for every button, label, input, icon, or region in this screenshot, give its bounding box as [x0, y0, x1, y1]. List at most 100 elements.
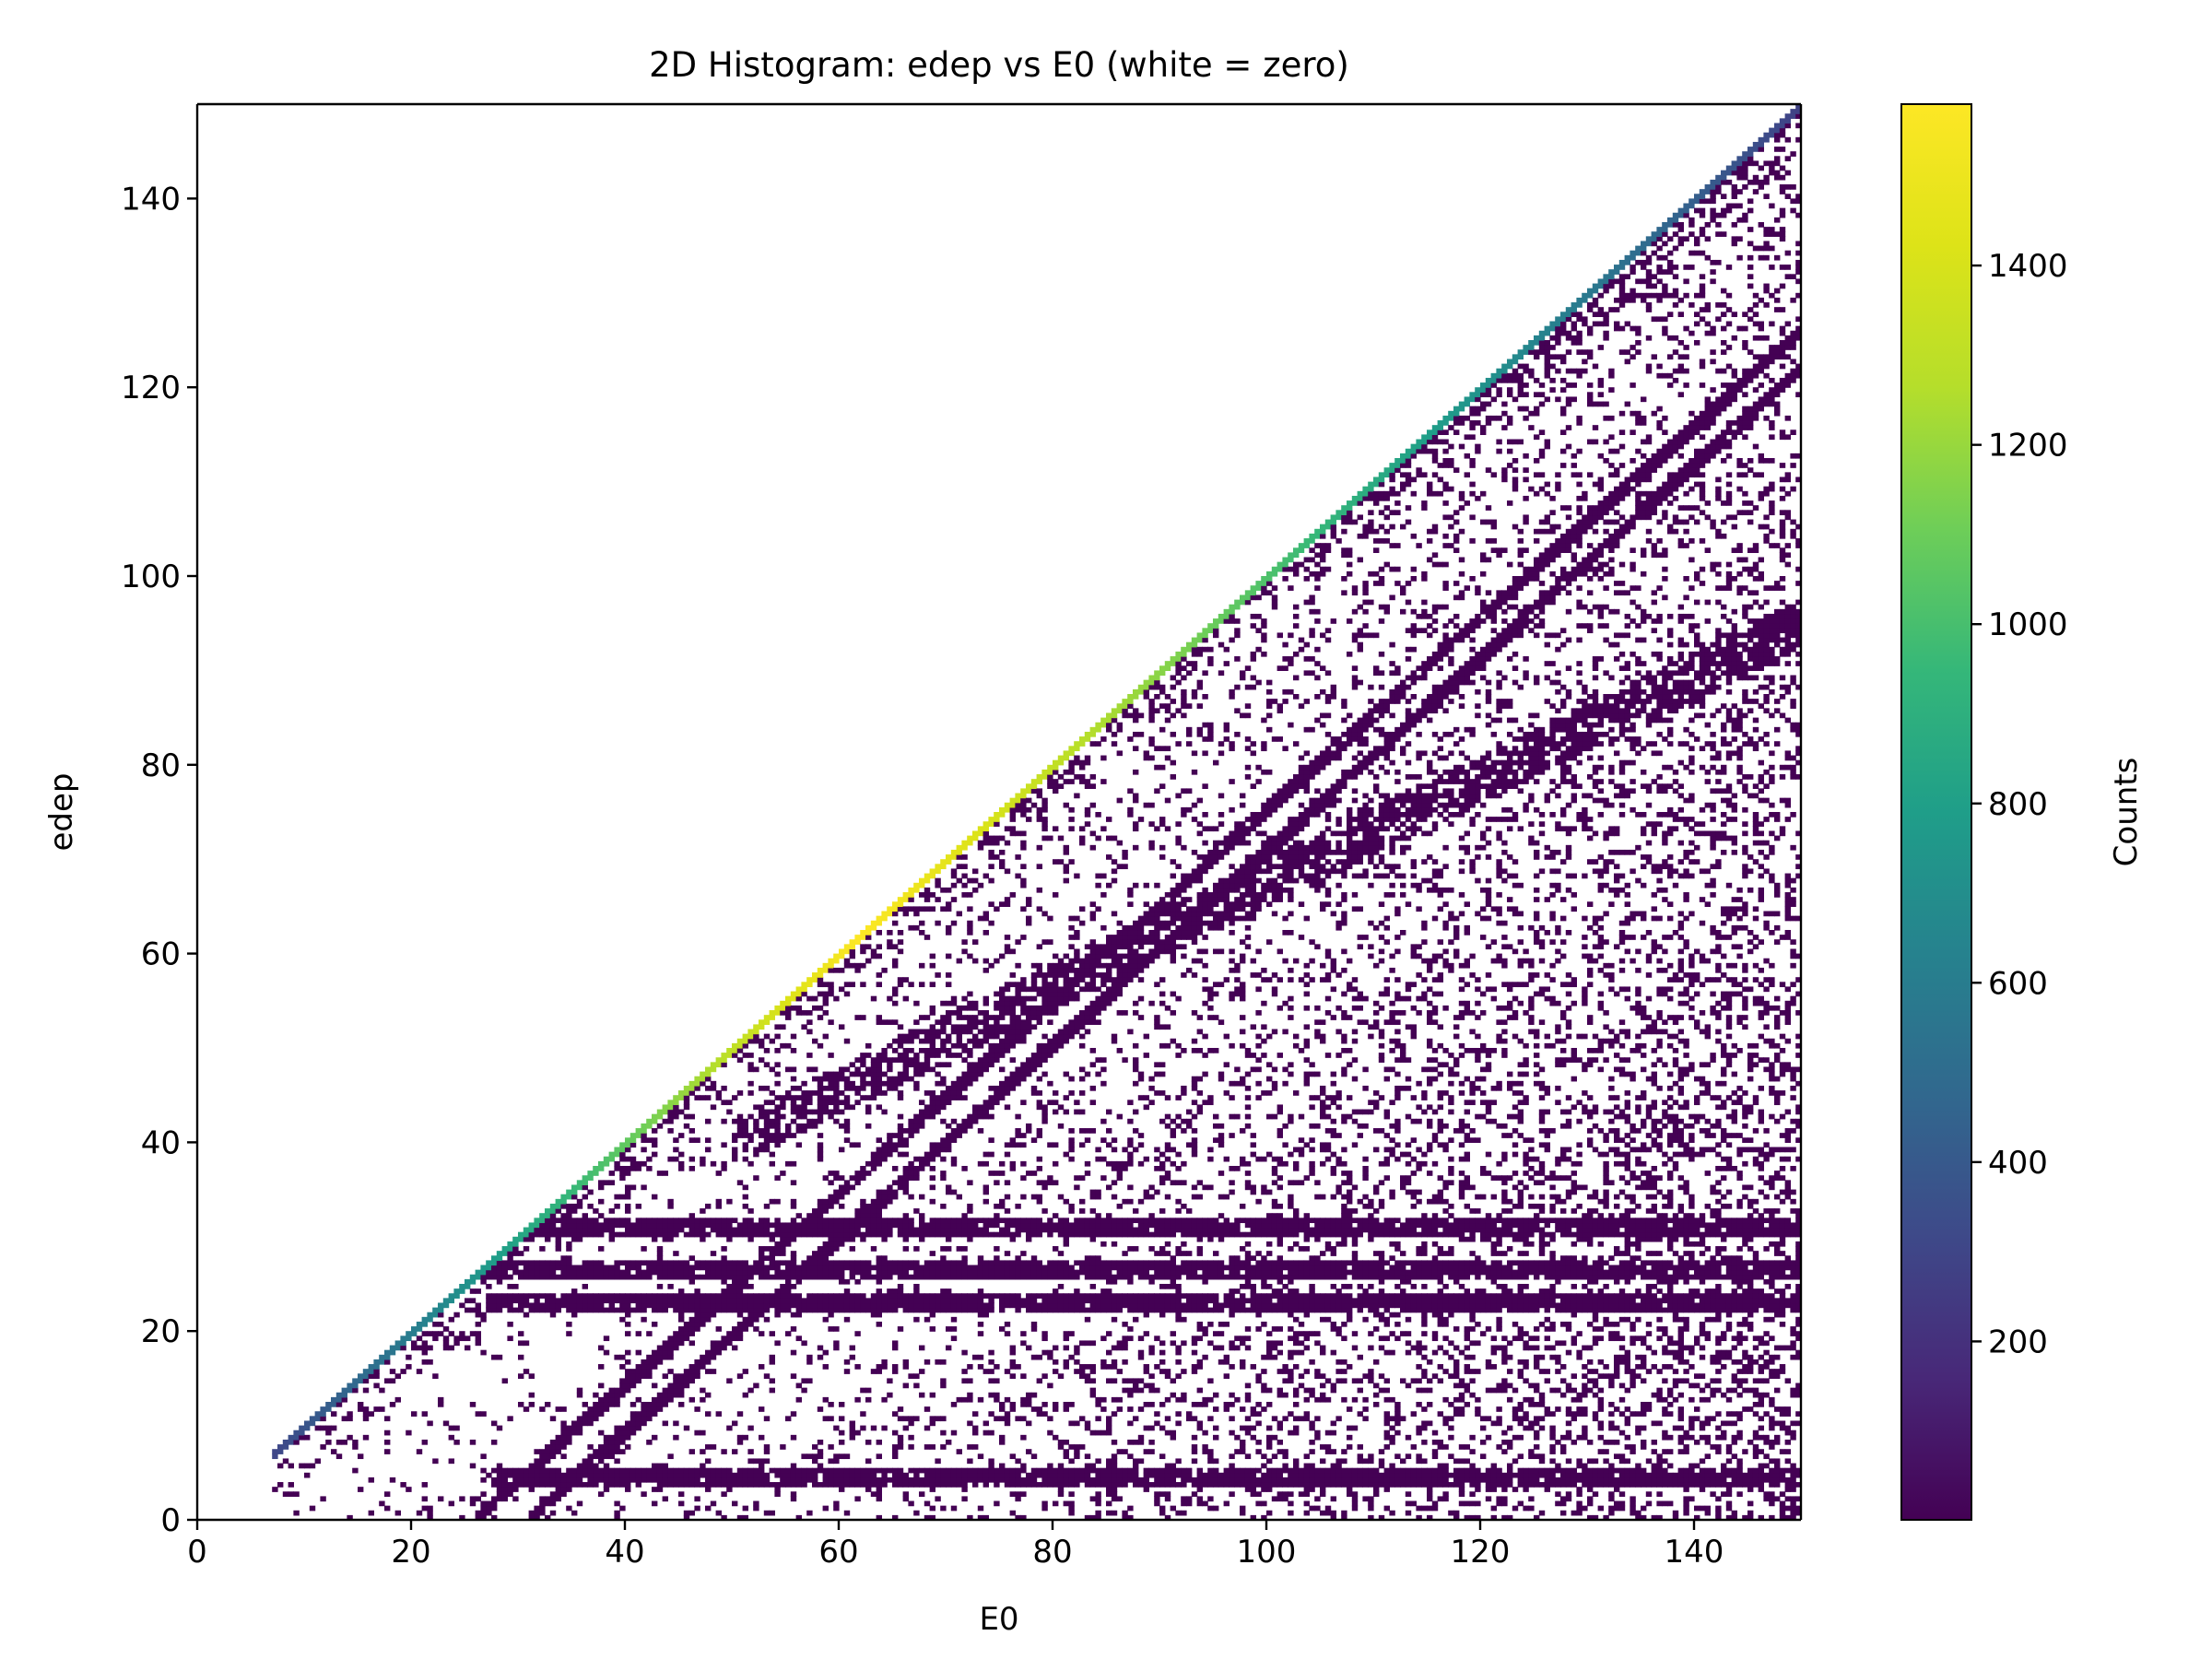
heatmap-cell: [849, 1293, 855, 1299]
heatmap-cell: [994, 1269, 1000, 1276]
heatmap-cell: [1074, 873, 1080, 879]
heatmap-cell: [523, 1298, 530, 1304]
heatmap-cell: [833, 1260, 840, 1266]
heatmap-cell: [881, 1147, 888, 1153]
heatmap-cell: [539, 1472, 546, 1478]
heatmap-cell: [1116, 1307, 1123, 1313]
heatmap-cell: [822, 1269, 829, 1276]
heatmap-cell: [946, 906, 952, 912]
heatmap-cell: [726, 1109, 733, 1115]
heatmap-cell: [1047, 1005, 1053, 1011]
heatmap-cell: [1063, 972, 1069, 978]
heatmap-cell: [1068, 944, 1075, 950]
heatmap-cell: [1095, 986, 1101, 993]
heatmap-cell: [774, 1269, 781, 1276]
heatmap-cell: [854, 1430, 861, 1436]
heatmap-cell: [1026, 1066, 1032, 1073]
heatmap-cell: [1020, 1062, 1027, 1068]
heatmap-cell: [881, 1302, 888, 1309]
heatmap-cell: [913, 1113, 920, 1120]
heatmap-cell: [876, 1090, 882, 1096]
heatmap-cell: [865, 1208, 872, 1214]
heatmap-cell: [994, 1255, 1000, 1261]
heatmap-cell: [961, 1269, 968, 1276]
heatmap-cell: [1106, 1222, 1112, 1229]
heatmap-cell: [1100, 1175, 1107, 1181]
heatmap-cell: [688, 1080, 695, 1087]
heatmap-cell: [1004, 1222, 1011, 1229]
heatmap-cell: [950, 1095, 958, 1100]
heatmap-cell: [625, 1482, 631, 1488]
heatmap-cell: [1020, 935, 1027, 940]
heatmap-cell: [635, 1373, 641, 1379]
heatmap-cell: [908, 1048, 914, 1053]
heatmap-cell: [379, 1406, 385, 1412]
heatmap-cell: [518, 1373, 524, 1379]
heatmap-cell: [780, 1000, 786, 1006]
heatmap-cell: [1026, 1057, 1032, 1063]
heatmap-cell: [667, 1354, 674, 1360]
heatmap-cell: [1089, 1128, 1096, 1134]
heatmap-cell: [881, 1274, 888, 1280]
heatmap-cell: [812, 1123, 818, 1129]
heatmap-cell: [774, 1142, 781, 1148]
heatmap-cell: [865, 935, 872, 940]
heatmap-cell: [1100, 1118, 1107, 1124]
heatmap-cell: [961, 1302, 968, 1309]
heatmap-cell: [849, 1104, 855, 1111]
heatmap-cell: [625, 1307, 631, 1313]
heatmap-cell: [876, 1293, 882, 1299]
heatmap-cell: [384, 1354, 391, 1360]
heatmap-cell: [950, 1128, 958, 1134]
heatmap-cell: [769, 1137, 775, 1143]
heatmap-cell: [961, 1369, 968, 1374]
heatmap-cell: [528, 1467, 535, 1474]
heatmap-cell: [854, 935, 861, 940]
heatmap-cell: [721, 1472, 727, 1478]
heatmap-cell: [1020, 1005, 1027, 1011]
heatmap-cell: [1068, 1265, 1075, 1271]
heatmap-cell: [876, 1302, 882, 1309]
heatmap-cell: [593, 1265, 599, 1271]
heatmap-cell: [1068, 1293, 1075, 1299]
heatmap-cell: [678, 1133, 685, 1138]
heatmap-cell: [721, 1491, 727, 1497]
heatmap-cell: [972, 1227, 979, 1233]
heatmap-cell: [448, 1298, 454, 1304]
heatmap-cell: [790, 1265, 797, 1271]
heatmap-cell: [656, 1123, 664, 1129]
heatmap-cell: [1026, 920, 1032, 926]
heatmap-cell: [678, 1472, 685, 1478]
heatmap-cell: [897, 1482, 904, 1488]
heatmap-cell: [929, 1095, 935, 1100]
heatmap-cell: [523, 1269, 530, 1276]
heatmap-cell: [593, 1453, 599, 1460]
heatmap-cell: [935, 1467, 941, 1474]
heatmap-cell: [1068, 750, 1075, 757]
heatmap-cell: [518, 1477, 524, 1483]
heatmap-cell: [747, 1307, 754, 1313]
heatmap-cell: [1036, 788, 1042, 794]
heatmap-cell: [1041, 1302, 1048, 1309]
heatmap-cell: [459, 1514, 465, 1520]
heatmap-cell: [769, 1010, 775, 1016]
heatmap-cell: [759, 1057, 765, 1063]
heatmap-cell: [961, 1076, 968, 1082]
heatmap-cell: [849, 1175, 855, 1181]
heatmap-cell: [683, 1514, 690, 1520]
heatmap-cell: [870, 1369, 877, 1374]
heatmap-cell: [977, 1477, 984, 1483]
heatmap-cell: [982, 835, 989, 841]
heatmap-cell: [919, 1482, 925, 1488]
heatmap-cell: [956, 854, 962, 860]
heatmap-cell: [865, 1269, 872, 1276]
heatmap-cell: [1020, 1071, 1027, 1077]
heatmap-cell: [625, 1373, 631, 1379]
heatmap-cell: [394, 1373, 401, 1379]
heatmap-cell: [785, 1260, 792, 1266]
heatmap-cell: [967, 1118, 973, 1124]
heatmap-cell: [1079, 1198, 1086, 1205]
heatmap-cell: [1068, 806, 1075, 813]
heatmap-cell: [293, 1430, 300, 1436]
heatmap-cell: [1036, 1133, 1042, 1138]
